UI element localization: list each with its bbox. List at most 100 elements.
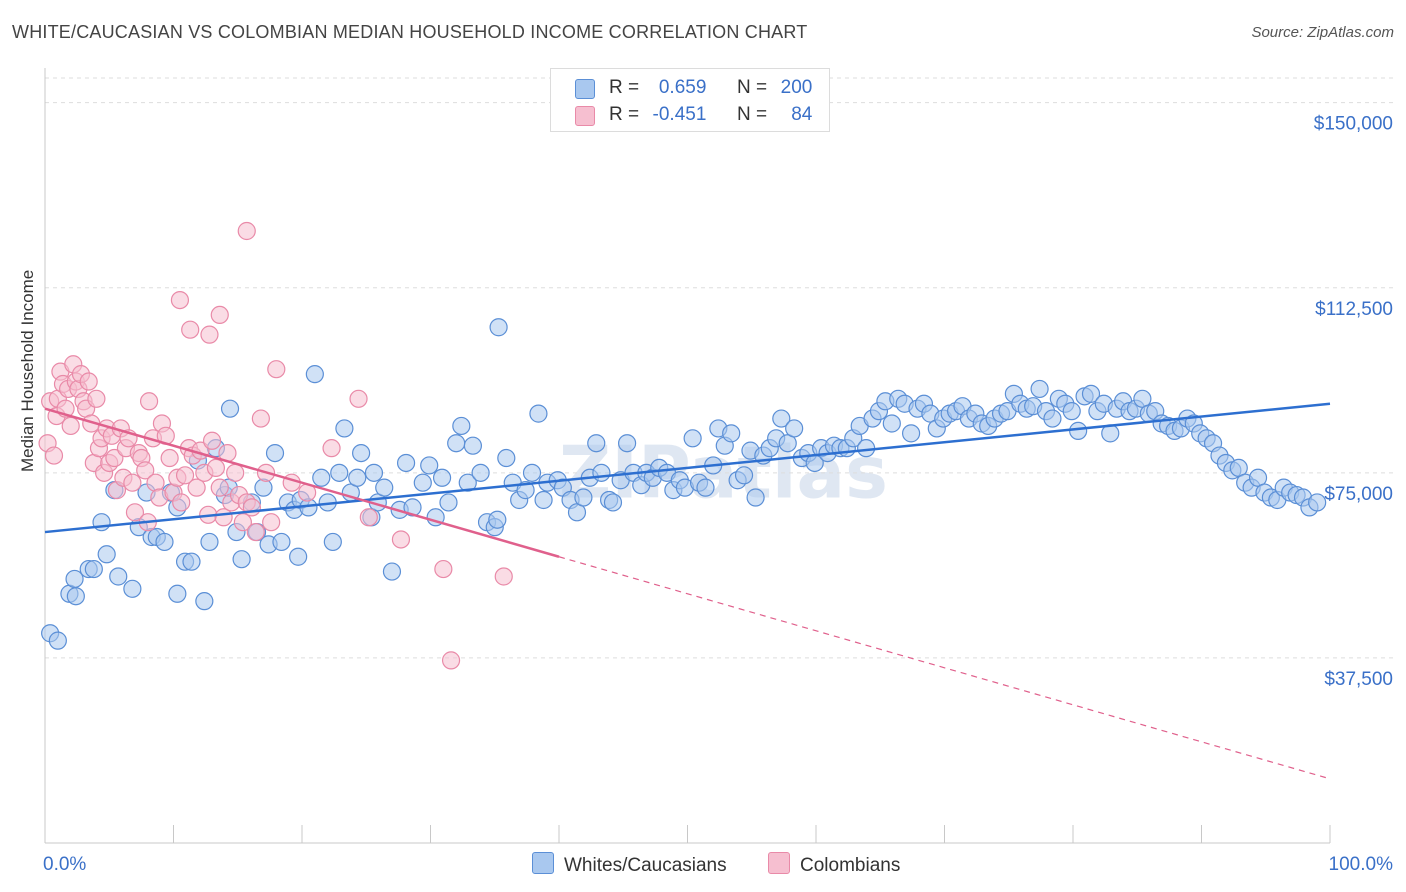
whites-point: [882, 414, 901, 433]
whites-point: [592, 463, 611, 482]
blue-swatch: [575, 79, 595, 99]
blue-swatch: [532, 852, 554, 874]
pink-swatch: [575, 106, 595, 126]
colombians-point: [349, 389, 368, 408]
colombians-point: [105, 448, 124, 468]
whites-point: [323, 532, 342, 552]
r-value: 0.659: [658, 77, 707, 98]
whites-point: [200, 532, 219, 552]
whites-point: [382, 562, 402, 581]
colombians-point: [441, 651, 461, 670]
source-label: Source: ZipAtlas.com: [1251, 24, 1394, 41]
whites-point: [420, 456, 439, 475]
colombians-point: [206, 458, 226, 478]
whites-point: [97, 545, 116, 564]
bottom-legend-whites: Whites/Caucasians: [532, 852, 727, 876]
whites-point: [587, 434, 606, 453]
colombians-point: [160, 448, 179, 468]
colombians-point: [44, 446, 64, 465]
n-label: N =: [736, 77, 768, 98]
whites-point: [534, 490, 553, 510]
whites-point: [84, 559, 103, 579]
r-value: -0.451: [652, 104, 707, 125]
x-tick-label: 0.0%: [43, 854, 86, 875]
stats-legend: R = 0.659 N = 200 R = -0.451 N = 84: [550, 68, 830, 132]
whites-point: [529, 404, 548, 423]
whites-point: [746, 488, 765, 507]
whites-point: [1030, 379, 1049, 399]
chart-title: WHITE/CAUCASIAN VS COLOMBIAN MEDIAN HOUS…: [12, 22, 808, 42]
colombians-point: [434, 559, 453, 579]
whites-point: [452, 416, 471, 436]
whites-point: [683, 429, 702, 448]
legend-label-colombians: Colombians: [800, 855, 901, 876]
colombians-point: [246, 522, 265, 542]
colombians-point: [170, 290, 190, 310]
whites-point: [352, 443, 371, 463]
whites-point: [348, 468, 367, 487]
colombians-point: [187, 478, 206, 497]
colombians-point: [200, 325, 219, 344]
whites-point: [734, 466, 754, 485]
colombians-point: [136, 461, 155, 480]
colombians-point: [202, 431, 222, 450]
colombians-point: [359, 508, 378, 527]
whites-point: [155, 532, 174, 552]
whites-point: [618, 434, 637, 453]
n-value: 84: [791, 104, 813, 125]
whites-point: [305, 365, 324, 384]
whites-point: [901, 424, 921, 443]
whites-point: [289, 547, 308, 566]
y-axis-label: Median Household Income: [18, 269, 37, 472]
whites-point: [312, 468, 331, 487]
whites-point: [1043, 409, 1062, 428]
whites-point: [48, 631, 67, 650]
colombians-point: [391, 530, 411, 549]
whites-point: [1062, 402, 1081, 421]
whites-point: [1081, 384, 1101, 403]
whites-point: [403, 498, 422, 517]
pink-swatch: [768, 852, 790, 874]
whites-point: [396, 453, 416, 473]
whites-point: [458, 473, 477, 492]
whites-point: [335, 419, 354, 438]
colombians-point: [139, 392, 159, 411]
colombians-point: [233, 513, 252, 532]
whites-point: [722, 424, 741, 443]
whites-point: [696, 478, 715, 497]
colombians-point: [87, 389, 106, 408]
colombians-point: [267, 360, 286, 379]
colombians-point: [237, 221, 256, 241]
colombians-point: [226, 463, 245, 482]
colombians-point: [123, 473, 142, 492]
n-value: 200: [780, 77, 813, 98]
bottom-legend-colombians: Colombians: [768, 852, 900, 876]
whites-point: [375, 478, 394, 497]
whites-point: [1308, 493, 1327, 512]
whites-point: [109, 567, 128, 586]
whites-point: [857, 439, 876, 458]
whites-point: [772, 409, 791, 428]
colombians-point: [125, 503, 145, 522]
whites-point: [471, 463, 490, 482]
colombians-point: [181, 320, 200, 339]
colombians-trend-extension: [558, 556, 1331, 780]
n-label: N =: [736, 104, 768, 125]
colombians-point: [262, 513, 281, 532]
whites-trend-line: [44, 402, 1331, 534]
colombians-point: [251, 409, 270, 428]
whites-point: [195, 592, 214, 611]
whites-point: [603, 493, 623, 512]
y-tick-label: $112,500: [1315, 299, 1393, 320]
whites-point: [272, 532, 291, 552]
colombians-point: [146, 473, 165, 492]
whites-point: [489, 318, 508, 337]
whites-point: [66, 587, 85, 606]
r-label: R =: [609, 104, 640, 125]
whites-point: [182, 552, 201, 571]
colombians-trend-line: [44, 407, 560, 558]
whites-point: [463, 436, 483, 455]
r-label: R =: [609, 77, 640, 98]
y-tick-label: $75,000: [1324, 484, 1393, 505]
whites-point: [220, 399, 240, 418]
